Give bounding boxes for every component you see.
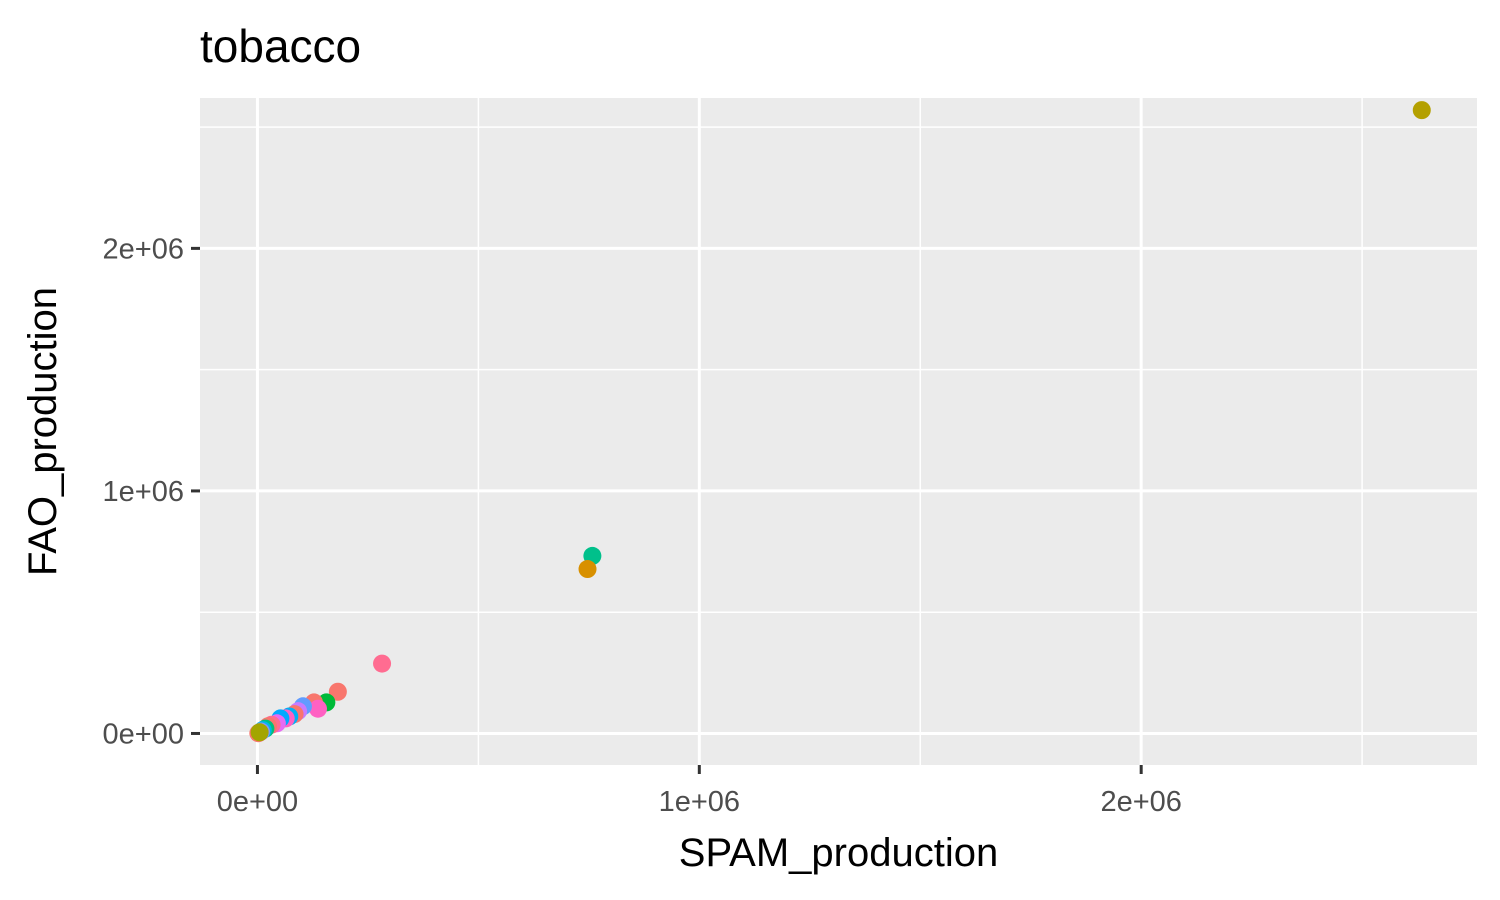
y-tick-label-1: 1e+06 <box>103 476 184 508</box>
y-tick-label-2: 2e+06 <box>103 233 184 265</box>
minor-gridlines <box>200 98 1477 765</box>
chart-title: tobacco <box>200 20 361 72</box>
data-point-2 <box>578 560 597 579</box>
data-points <box>249 101 1431 743</box>
data-point-3 <box>373 654 392 673</box>
major-gridlines <box>200 98 1477 765</box>
plot-panel <box>200 98 1477 765</box>
y-axis-title: FAO_production <box>21 287 65 576</box>
data-point-7 <box>308 699 327 718</box>
x-tick-label-0: 0e+00 <box>217 786 298 818</box>
data-point-0 <box>1412 101 1431 120</box>
y-tick-label-0: 0e+00 <box>103 718 184 750</box>
x-axis-title: SPAM_production <box>679 831 998 875</box>
x-tick-label-2: 2e+06 <box>1100 786 1181 818</box>
x-tick-label-1: 1e+06 <box>659 786 740 818</box>
y-axis: 0e+00 1e+06 2e+06 <box>103 233 200 750</box>
x-axis: 0e+00 1e+06 2e+06 <box>217 765 1182 818</box>
data-point-22 <box>250 723 269 742</box>
data-point-4 <box>328 682 347 701</box>
